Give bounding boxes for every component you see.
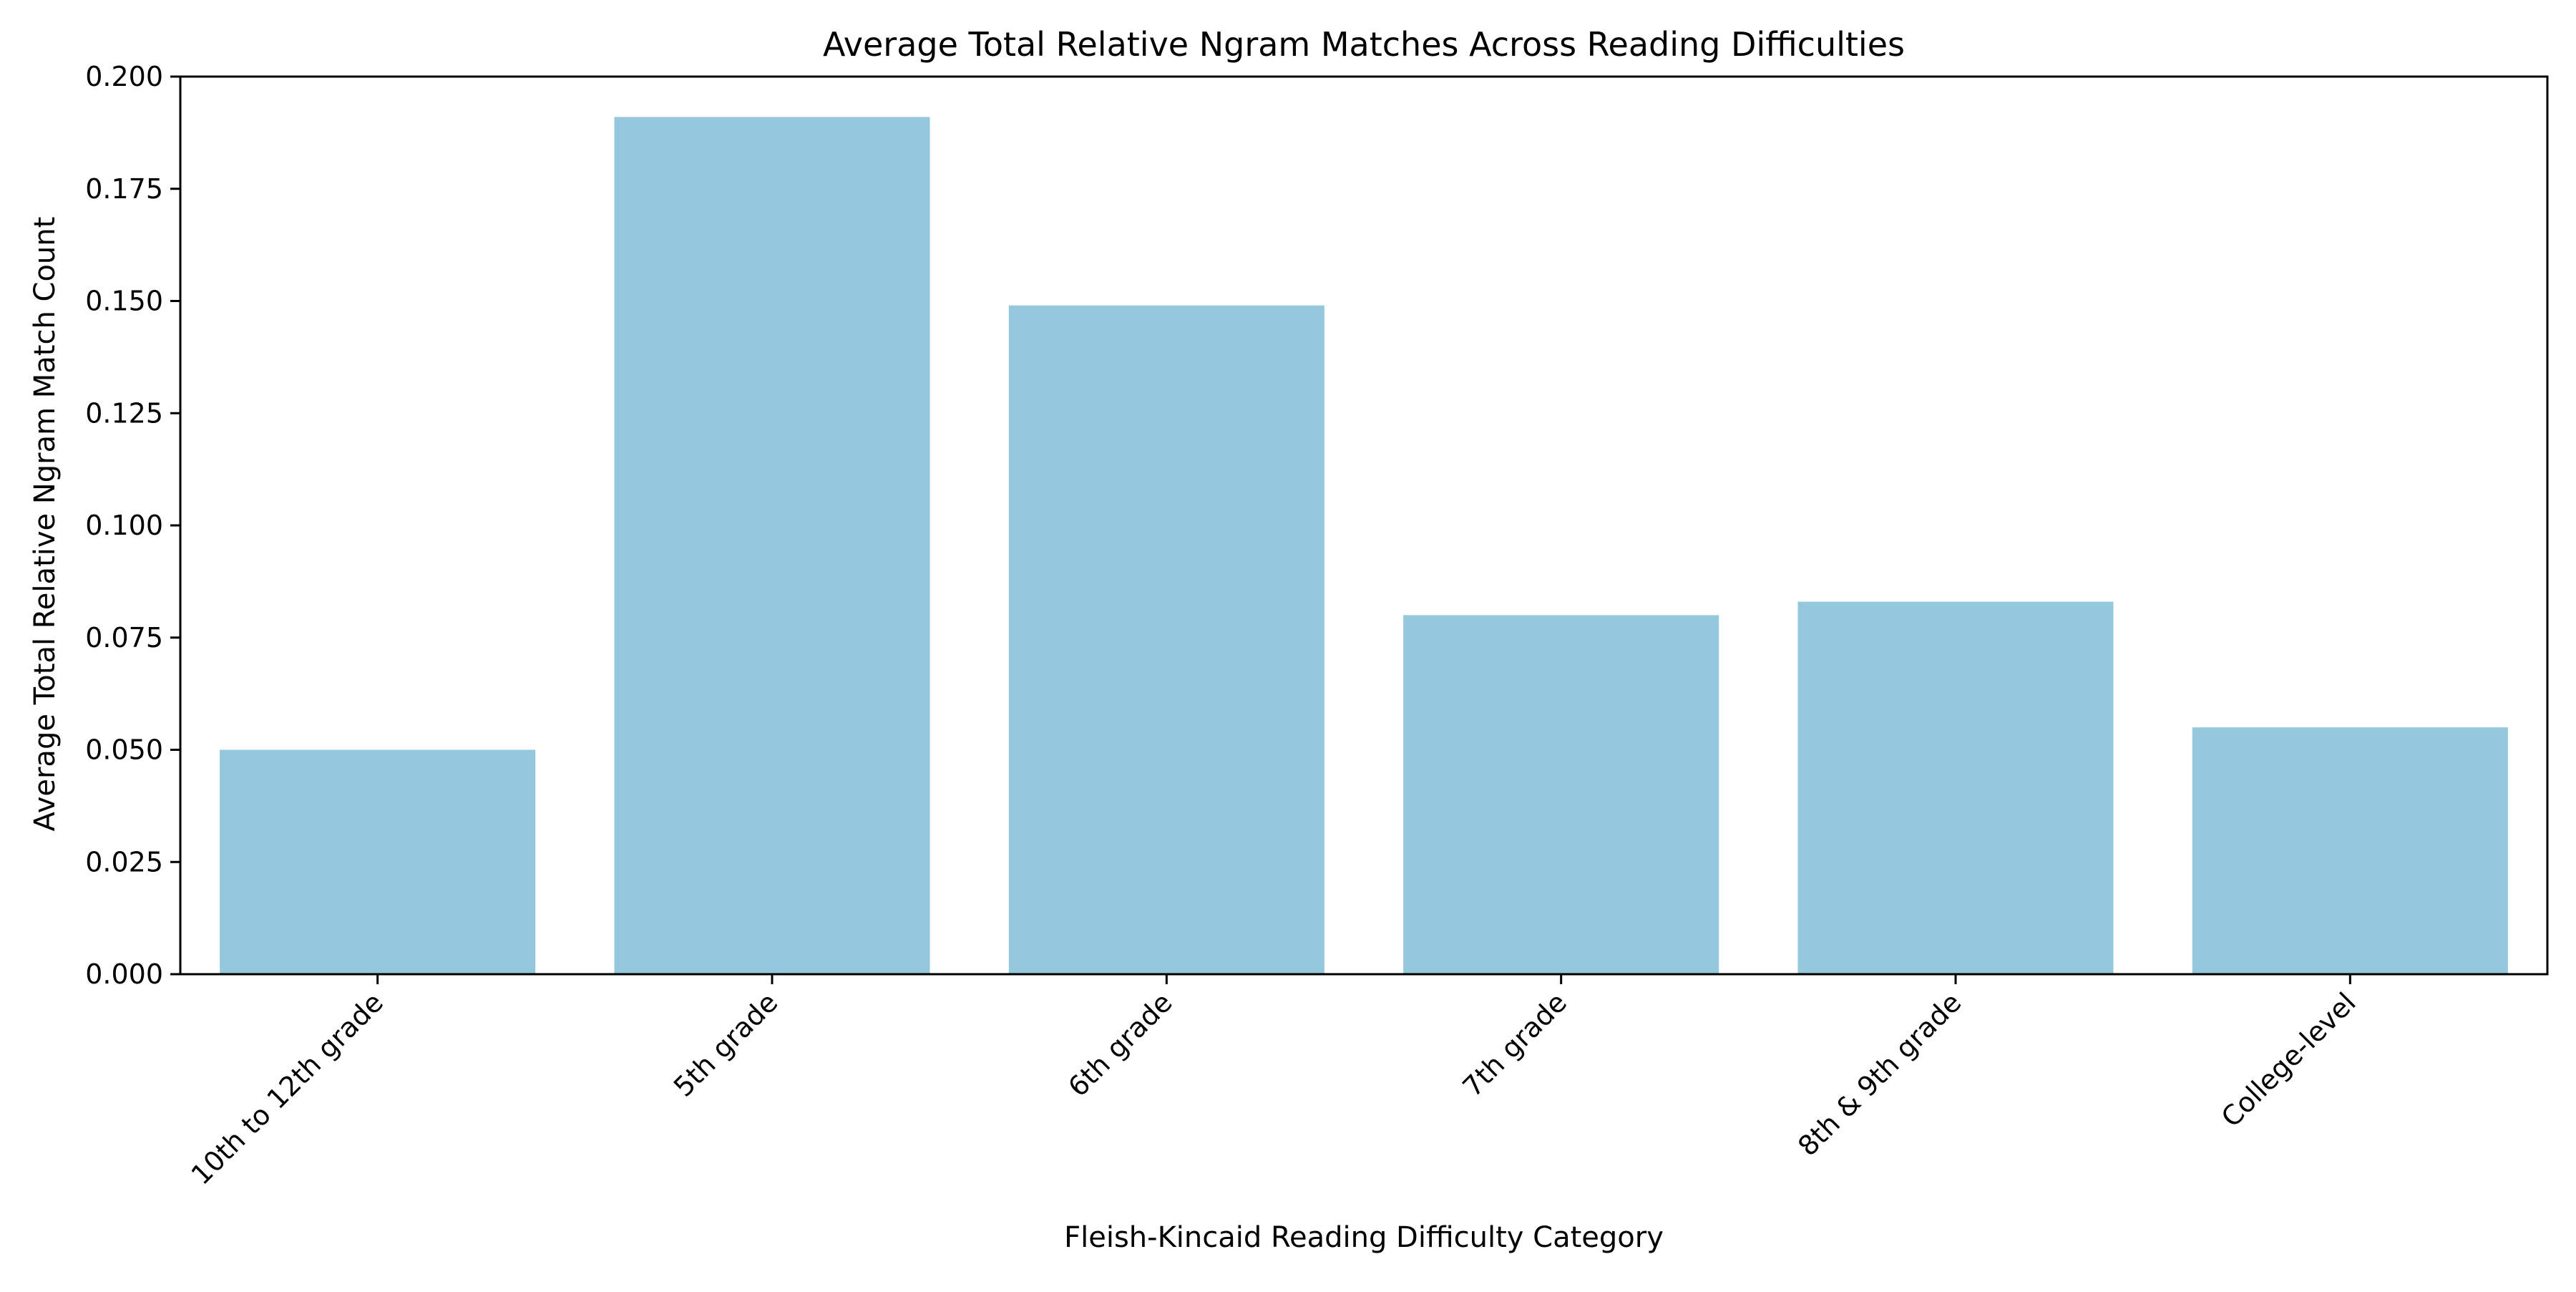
x-axis-title: Fleish-Kincaid Reading Difficulty Catego… — [1064, 1221, 1664, 1254]
x-tick-label-2: 6th grade — [1062, 986, 1178, 1102]
bar-0 — [220, 749, 536, 974]
x-tick-label-1: 5th grade — [668, 986, 784, 1102]
y-tick-label-3: 0.075 — [85, 622, 163, 654]
y-tick-label-5: 0.125 — [85, 397, 163, 429]
bars-layer — [220, 117, 2508, 975]
y-tick-label-8: 0.200 — [85, 61, 163, 92]
bar-2 — [1008, 305, 1324, 974]
chart-title: Average Total Relative Ngram Matches Acr… — [823, 25, 1905, 64]
bar-3 — [1403, 615, 1719, 974]
x-tick-label-5: College-level — [2215, 986, 2362, 1133]
y-tick-label-7: 0.175 — [85, 173, 163, 205]
y-tick-label-2: 0.050 — [85, 734, 163, 766]
x-ticks-layer: 10th to 12th grade 5th grade 6th grade 7th … — [185, 974, 2362, 1191]
x-tick-label-0: 10th to 12th grade — [185, 986, 389, 1190]
y-tick-label-1: 0.025 — [85, 846, 163, 878]
y-tick-label-0: 0.000 — [85, 958, 163, 990]
plot-frame — [179, 75, 2549, 976]
bar-1 — [614, 117, 930, 975]
bar-4 — [1797, 601, 2114, 974]
y-tick-label-4: 0.100 — [85, 510, 163, 541]
x-tick-label-3: 7th grade — [1457, 986, 1573, 1102]
y-tick-label-6: 0.150 — [85, 286, 163, 317]
y-axis-title: Average Total Relative Ngram Match Count — [29, 217, 62, 832]
x-tick-label-4: 8th & 9th grade — [1792, 986, 1967, 1162]
bar-5 — [2192, 727, 2508, 974]
y-ticks-layer: 0.000 0.025 0.050 0.075 0.100 0.125 0.150 0.175… — [85, 61, 180, 990]
